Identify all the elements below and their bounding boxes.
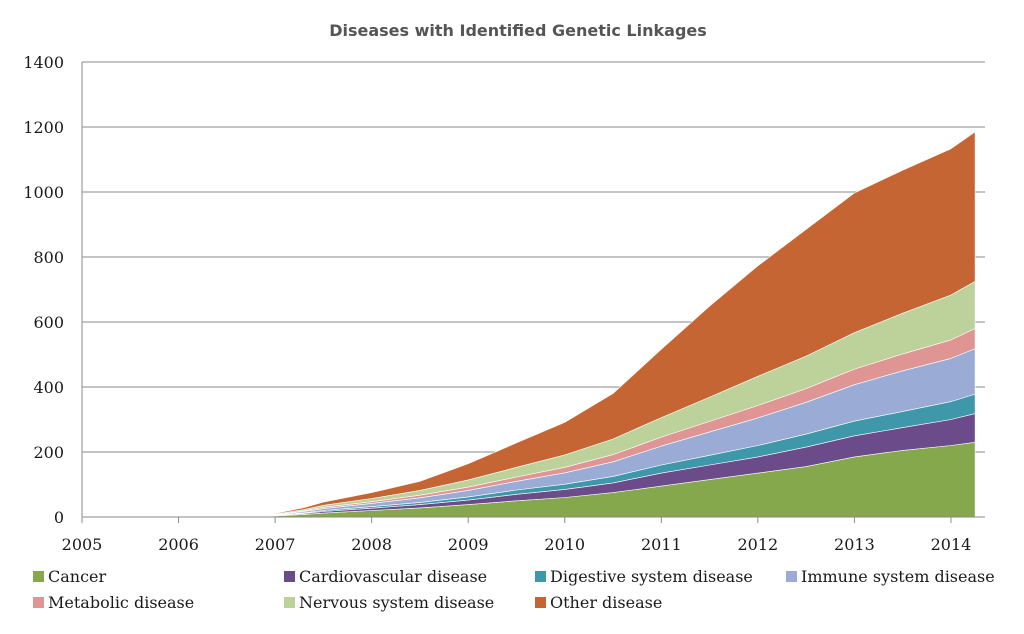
area-series-6 — [81, 131, 976, 518]
legend-swatch — [284, 571, 295, 582]
legend-swatch — [535, 597, 546, 608]
legend-swatch — [284, 597, 295, 608]
y-tick-label: 1200 — [23, 118, 64, 137]
legend-label: Nervous system disease — [299, 593, 494, 612]
x-tick-label: 2014 — [931, 535, 972, 554]
y-tick-label: 1000 — [23, 183, 64, 202]
legend-label: Other disease — [550, 593, 662, 612]
y-tick-label: 200 — [33, 443, 64, 462]
x-tick-label: 2005 — [62, 535, 103, 554]
area-series-group — [81, 131, 976, 518]
legend-label: Cardiovascular disease — [299, 567, 487, 586]
x-tick-label: 2010 — [544, 535, 585, 554]
y-tick-label: 0 — [54, 508, 64, 527]
legend-label: Cancer — [48, 567, 107, 586]
legend: Cancer Cardiovascular disease Digestive sy… — [33, 567, 995, 612]
x-tick-label: 2012 — [737, 535, 778, 554]
x-tick-labels: 2005 2006 2007 2008 2009 2010 2011 2012 2013 2014 — [62, 535, 972, 554]
gridlines — [81, 61, 985, 523]
x-tick-label: 2006 — [158, 535, 199, 554]
legend-label: Metabolic disease — [48, 593, 194, 612]
legend-label: Digestive system disease — [550, 567, 753, 586]
axes — [81, 62, 985, 518]
y-tick-label: 1400 — [23, 53, 64, 72]
chart-title: Diseases with Identified Genetic Linkage… — [329, 21, 707, 40]
x-tick-label: 2007 — [255, 535, 296, 554]
legend-label: Immune system disease — [801, 567, 995, 586]
legend-swatch — [33, 571, 44, 582]
x-tick-label: 2013 — [834, 535, 875, 554]
legend-swatch — [786, 571, 797, 582]
legend-swatch — [535, 571, 546, 582]
legend-swatch — [33, 597, 44, 608]
y-tick-labels: 0 200 400 600 800 1000 1200 1400 — [23, 53, 64, 527]
y-tick-label: 600 — [33, 313, 64, 332]
y-tick-label: 800 — [33, 248, 64, 267]
x-tick-label: 2008 — [351, 535, 392, 554]
x-tick-label: 2009 — [448, 535, 489, 554]
y-tick-label: 400 — [33, 378, 64, 397]
x-tick-label: 2011 — [641, 535, 682, 554]
